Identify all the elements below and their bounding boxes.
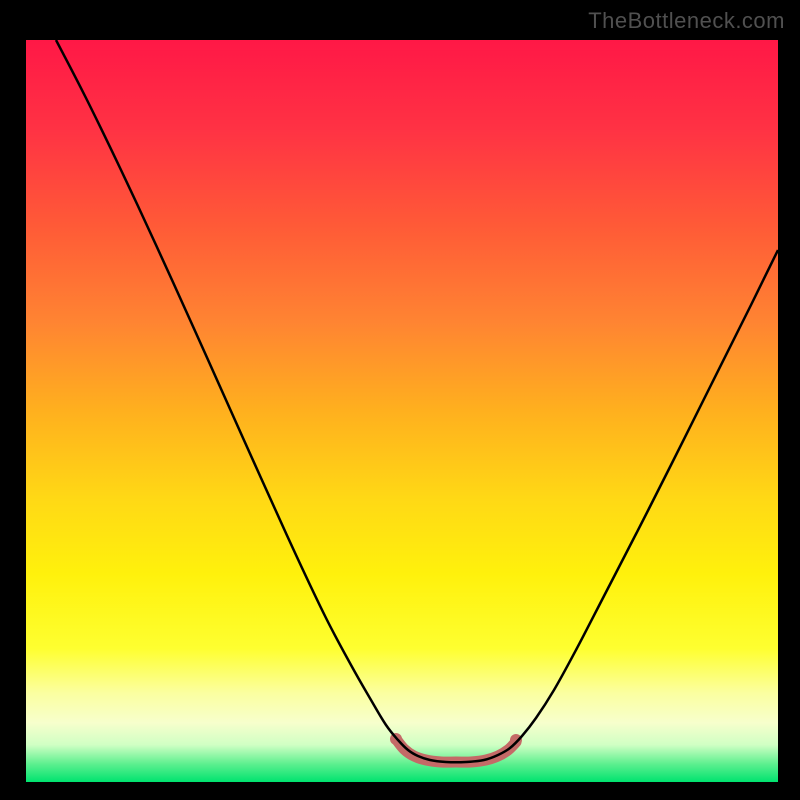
trough-marker-path (396, 739, 516, 762)
chart-plot-area (26, 40, 778, 782)
bottleneck-curve-path (56, 40, 778, 762)
chart-curve-svg (26, 40, 778, 782)
watermark-text: TheBottleneck.com (588, 8, 785, 34)
